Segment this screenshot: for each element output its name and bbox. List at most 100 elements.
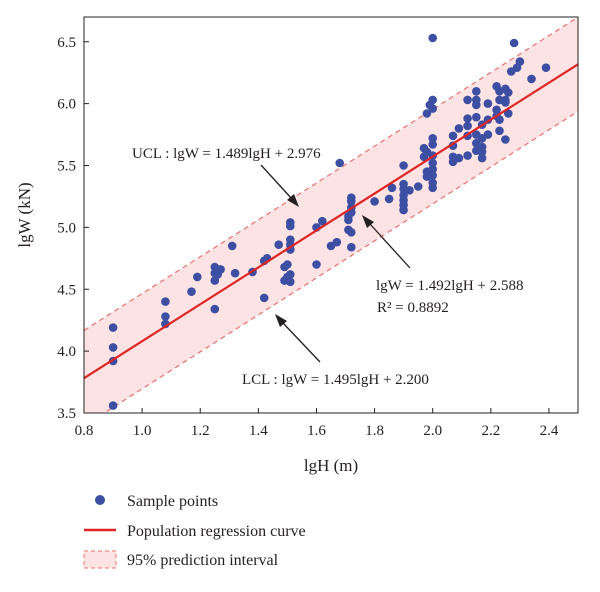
data-point [428,140,438,149]
data-point [161,312,170,321]
data-point [286,235,295,244]
data-point [509,38,519,48]
data-point [318,216,327,226]
arrow-lcl [275,314,321,363]
data-point [477,142,487,152]
data-point [399,161,408,170]
data-point [472,95,481,105]
data-point [347,228,356,237]
data-point [405,186,414,195]
data-point [454,153,464,163]
data-point [463,151,472,160]
data-point [286,270,295,279]
data-point [399,190,408,200]
data-point [483,99,493,108]
legend-item-band: 95% prediction interval [83,550,279,569]
legend-item-regression: Population regression curve [84,523,306,540]
data-point [422,109,432,118]
data-point [428,178,438,188]
annotations: UCL : lgW = 1.489lgH + 2.976 lgW = 1.492… [132,146,523,388]
legend: Sample points Population regression curv… [83,493,306,569]
data-point [501,135,510,144]
data-point [332,237,342,247]
legend-item-points: Sample points [95,493,218,510]
annotation-ucl: UCL : lgW = 1.489lgH + 2.976 [132,146,321,162]
x-axis-label: lgH (m) [304,456,358,475]
data-point [428,104,438,113]
data-point [495,126,504,136]
ucl-line [84,17,578,331]
data-point [370,197,379,206]
data-point [399,179,408,189]
data-point [454,124,464,133]
data-point [387,183,397,193]
data-point [259,293,269,303]
data-point [504,88,513,97]
data-point [230,268,240,278]
data-point [347,242,356,252]
data-point [472,112,481,122]
data-point [274,240,284,249]
plot-area [84,17,578,413]
y-tick-label: 5.0 [57,220,76,236]
data-point [448,131,458,141]
data-point [108,323,118,332]
regression-line [84,63,578,380]
data-point [347,193,356,202]
data-point [428,95,438,105]
legend-band-swatch [83,550,117,569]
data-point [193,272,202,282]
data-point [477,153,487,163]
data-point [504,109,513,118]
legend-label-regression: Population regression curve [127,523,306,540]
x-tick-label: 1.4 [249,423,268,439]
legend-label-band: 95% prediction interval [127,552,279,569]
data-point [210,304,220,314]
arrow-fit [362,215,411,269]
data-point [463,114,472,123]
data-point [483,130,493,139]
data-point [541,63,551,72]
y-tick-label: 6.5 [57,35,76,51]
data-point [428,33,438,43]
data-point [335,158,345,168]
y-tick-label: 6.0 [57,97,76,113]
x-tick-label: 2.0 [423,423,442,439]
data-point [428,171,438,180]
y-tick-label: 5.5 [57,159,76,175]
data-point [216,265,225,274]
y-tick-label: 3.5 [57,406,76,422]
y-axis-label: lgW (kN) [15,182,34,247]
data-point [108,343,118,352]
x-tick-label: 1.2 [191,423,210,439]
axis-ticks: 0.8 1.0 1.2 1.4 1.6 1.8 2.0 2.2 2.4 3.5 4.0 4.5 5.0 5… [57,35,559,439]
data-point [492,105,501,115]
data-point [472,87,481,96]
x-tick-label: 2.4 [540,423,559,439]
data-point [312,260,321,269]
data-point [286,277,295,287]
legend-point-marker [95,495,105,505]
data-point [428,164,438,174]
data-point [463,121,472,131]
data-point [283,260,292,269]
arrow-ucl [260,164,299,207]
data-point [286,218,295,227]
data-point [527,74,536,84]
data-point [187,287,196,297]
data-point [501,95,510,105]
x-tick-label: 1.0 [133,423,152,439]
data-point [495,115,504,124]
data-point [463,95,472,105]
data-point [384,194,394,204]
x-tick-label: 2.2 [481,423,500,439]
x-tick-label: 0.8 [75,423,94,439]
data-point [413,182,423,191]
annotation-lcl: LCL : lgW = 1.495lgH + 2.200 [242,372,429,388]
y-tick-label: 4.0 [57,344,76,360]
y-tick-label: 4.5 [57,282,76,298]
data-point [227,241,237,251]
x-tick-label: 1.8 [365,423,384,439]
prediction-band [84,17,578,413]
